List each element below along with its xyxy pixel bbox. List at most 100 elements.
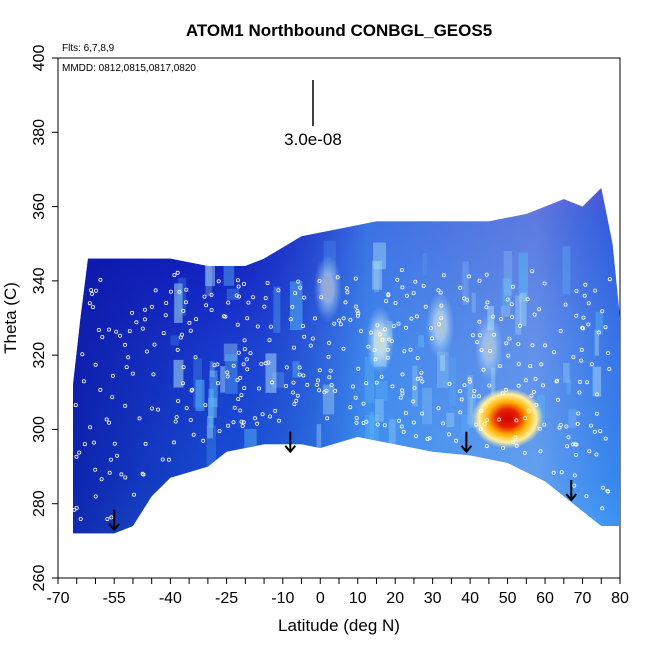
sample-point (74, 454, 79, 459)
sample-point (559, 470, 564, 475)
sample-point (322, 390, 327, 395)
sample-point (385, 355, 390, 360)
sample-point (298, 285, 303, 290)
field-streak (369, 412, 374, 439)
field-streak (205, 250, 212, 296)
field-streak (562, 246, 571, 295)
sample-point (288, 317, 293, 322)
field-streak (209, 370, 218, 408)
sample-point (490, 314, 495, 319)
sample-point (73, 403, 78, 408)
sample-point (465, 297, 470, 302)
sample-point (82, 442, 87, 447)
sample-point (152, 342, 157, 347)
sample-point (173, 419, 178, 424)
sample-point (327, 375, 332, 380)
sample-point (242, 347, 247, 352)
sample-point (499, 316, 504, 321)
sample-point (329, 382, 334, 387)
sample-point (542, 422, 547, 427)
sample-point (149, 304, 154, 309)
sample-point (231, 420, 236, 425)
sample-point (107, 420, 112, 425)
sample-point (399, 267, 404, 272)
sample-point (436, 288, 441, 293)
sample-point (265, 280, 270, 285)
sample-point (164, 300, 169, 305)
sample-point (72, 507, 77, 512)
sample-point (238, 408, 243, 413)
sample-point (577, 390, 582, 395)
sample-point (375, 422, 380, 427)
sample-point (166, 457, 171, 462)
sample-point (209, 307, 214, 312)
sample-point (348, 405, 353, 410)
sample-point (300, 324, 305, 329)
sample-point (244, 357, 249, 362)
sample-point (201, 438, 206, 443)
sample-point (606, 351, 611, 356)
sample-point (338, 322, 343, 327)
sample-point (175, 347, 180, 352)
sample-point (429, 336, 434, 341)
sample-point (472, 394, 477, 399)
sample-point (189, 388, 194, 393)
sample-point (414, 434, 419, 439)
sample-point (171, 440, 176, 445)
sample-point (114, 329, 119, 334)
sample-point (467, 379, 472, 384)
sample-point (354, 420, 359, 425)
sample-point (168, 289, 173, 294)
sample-point (476, 394, 481, 399)
sample-point (574, 313, 579, 318)
sample-point (419, 370, 424, 375)
sample-point (260, 412, 265, 417)
sample-point (144, 349, 149, 354)
anomaly-3 (313, 254, 342, 323)
sample-point (93, 362, 98, 367)
sample-point (112, 441, 117, 446)
sample-point (474, 422, 479, 427)
sample-point (475, 340, 480, 345)
field-streak (322, 384, 335, 415)
sample-point (238, 375, 243, 380)
y-tick-label: 400 (31, 45, 48, 72)
sample-point (600, 309, 605, 314)
sample-point (291, 345, 296, 350)
field-overlay (73, 188, 620, 534)
x-tick-label: 20 (386, 590, 404, 607)
field-streak (364, 356, 375, 403)
anomaly-1 (366, 306, 395, 375)
sample-point (256, 386, 261, 391)
sample-point (175, 270, 180, 275)
field-streak (518, 252, 528, 303)
sample-point (134, 320, 139, 325)
sample-point (603, 436, 608, 441)
scale-indicator: 3.0e-08 (284, 80, 342, 149)
sample-point (236, 396, 241, 401)
sample-point (382, 423, 387, 428)
sample-point (225, 374, 230, 379)
sample-point (194, 317, 199, 322)
y-tick-label: 300 (31, 416, 48, 443)
sample-point (530, 343, 535, 348)
sample-point (402, 349, 407, 354)
sample-point (202, 294, 207, 299)
sample-point (477, 333, 482, 338)
sample-point (319, 295, 324, 300)
sample-point (506, 353, 511, 358)
sample-point (593, 288, 598, 293)
sample-point (594, 411, 599, 416)
sample-point (123, 475, 128, 480)
sample-point (533, 376, 538, 381)
field-streak (316, 424, 322, 464)
sample-point (350, 384, 355, 389)
sample-point (315, 382, 320, 387)
sample-point (353, 395, 358, 400)
sample-point (592, 429, 597, 434)
sample-point (534, 402, 539, 407)
sample-point (393, 300, 398, 305)
field-streak (272, 372, 285, 388)
sample-point (130, 371, 135, 376)
sample-point (587, 449, 592, 454)
